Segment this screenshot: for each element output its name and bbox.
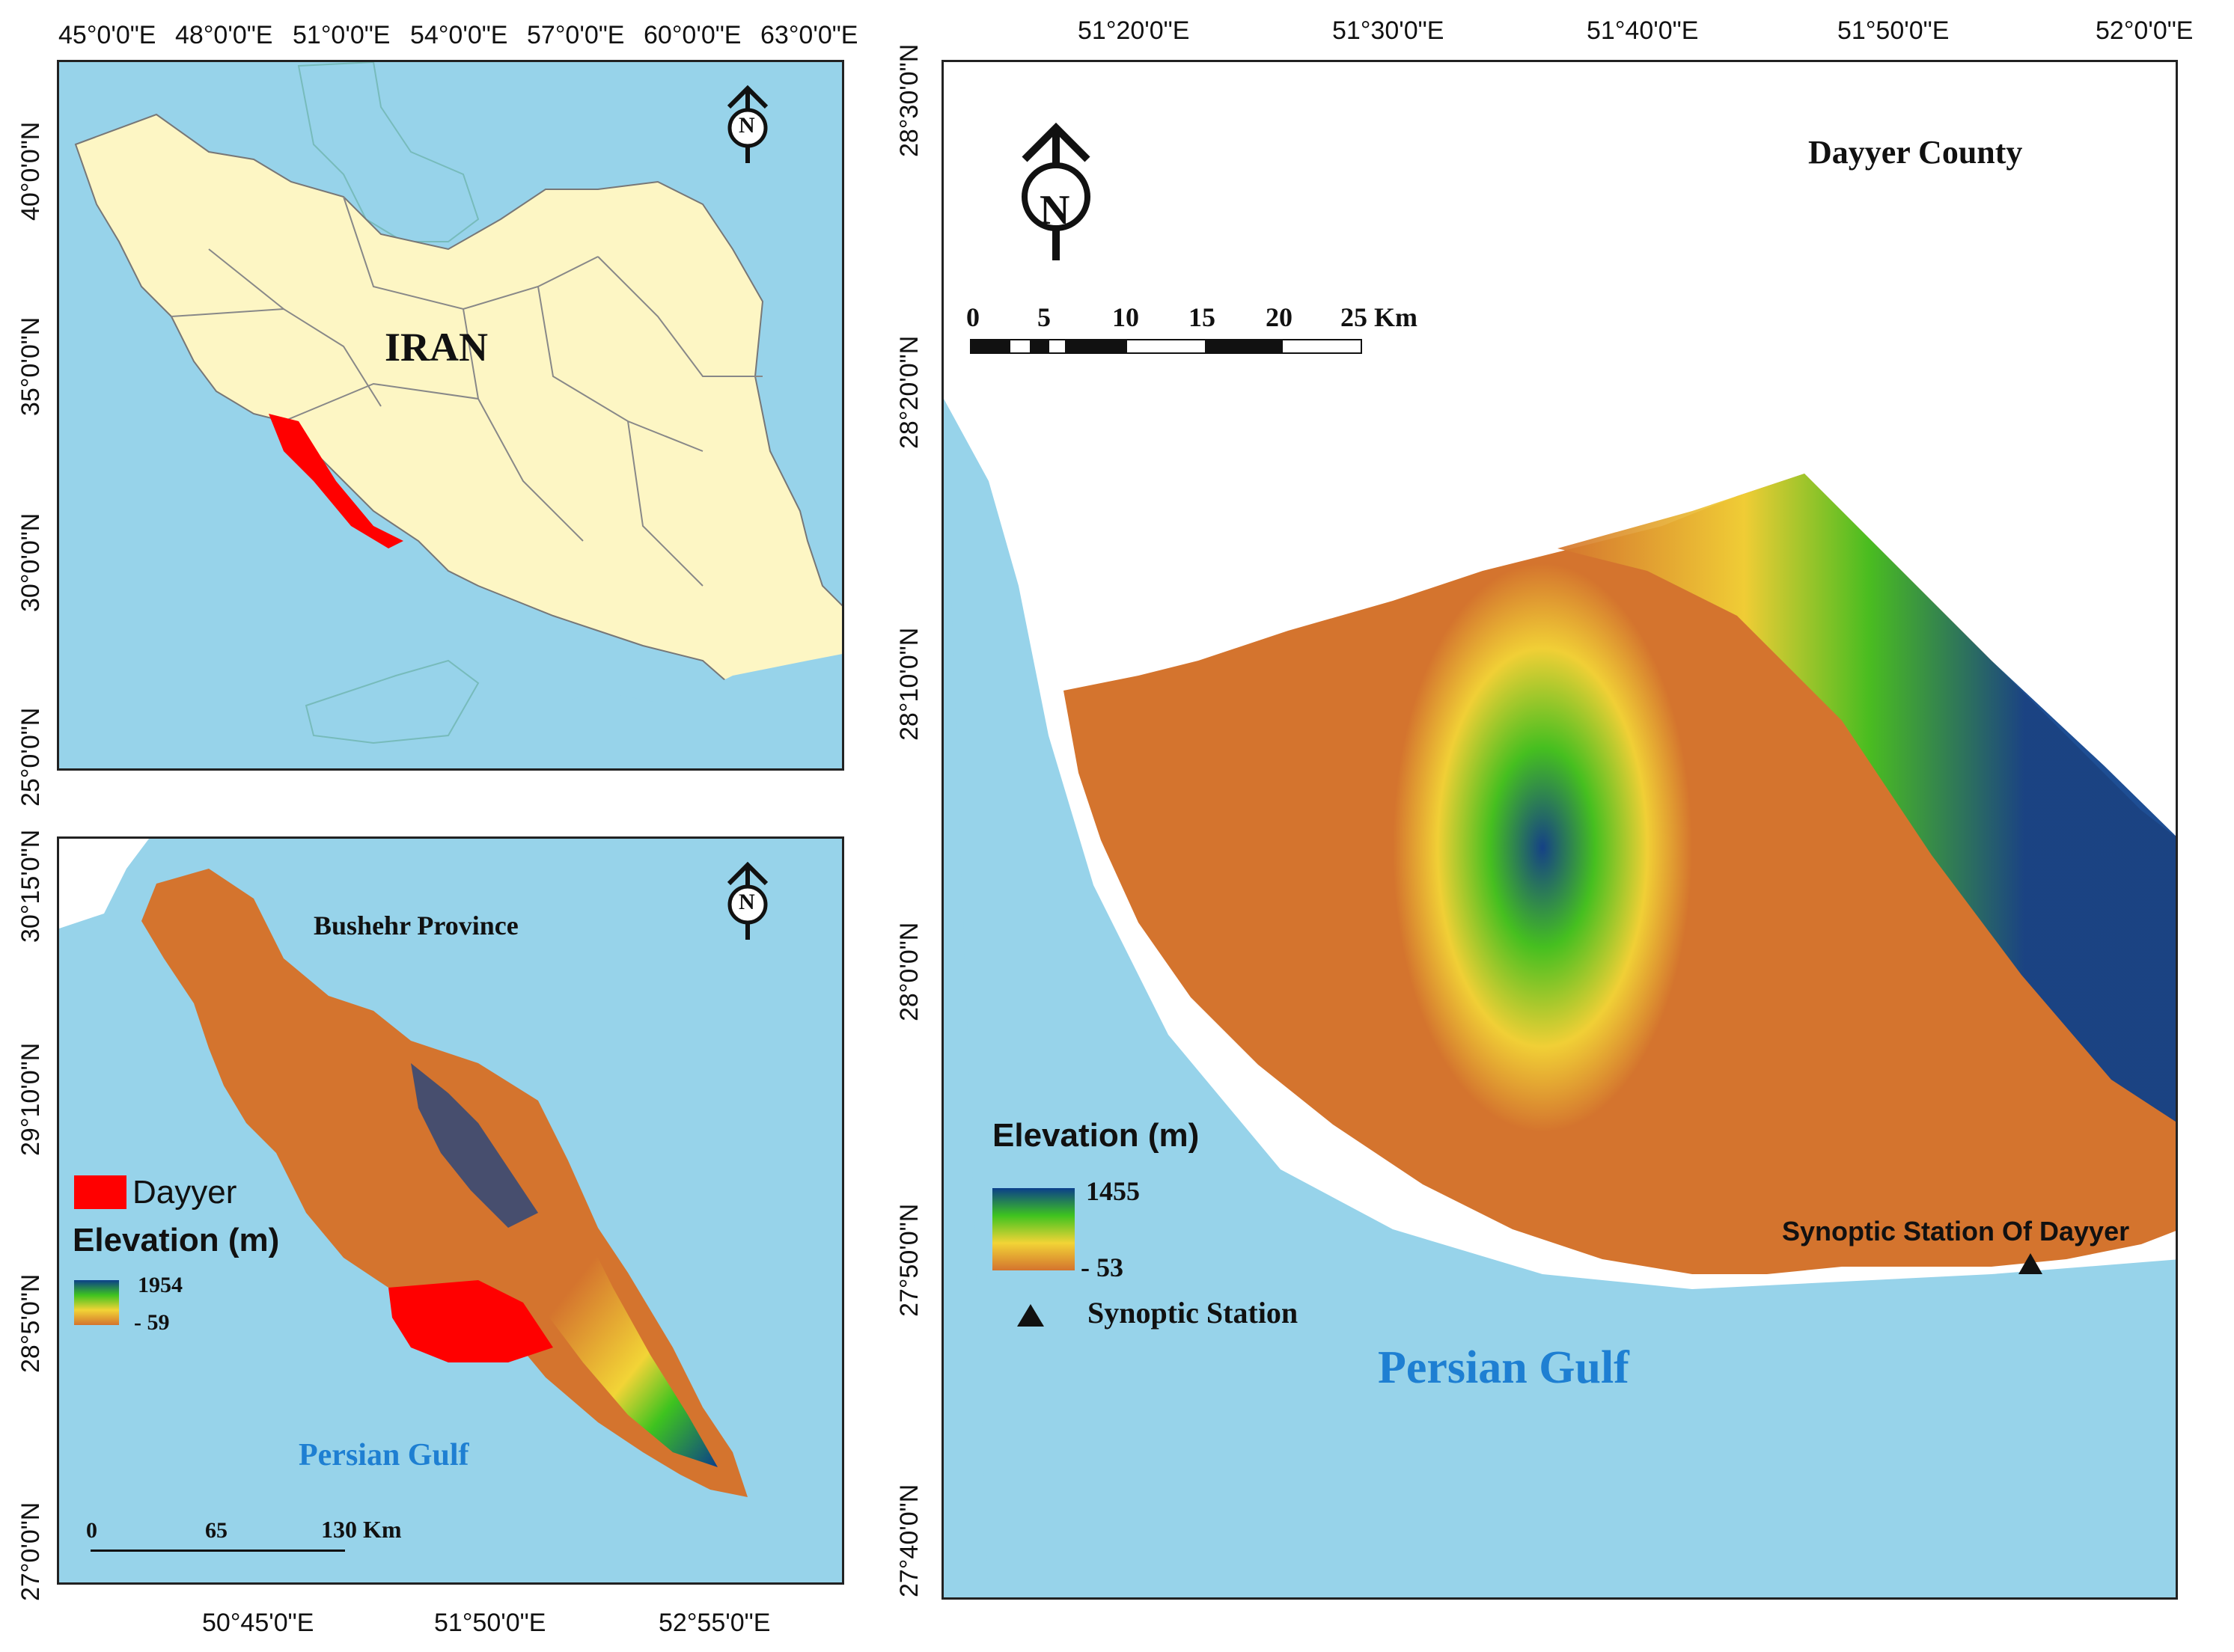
county-title: Dayyer County [1808,134,2023,171]
lat-tick: 27°0'0"N [16,1502,45,1601]
iran-map-frame: IRAN N [57,60,844,771]
scale-bar [970,339,1362,354]
lat-tick: 28°30'0"N [895,43,924,157]
elev-min: - 53 [1081,1252,1123,1282]
lat-tick: 27°40'0"N [895,1484,924,1597]
north-letter: N [739,113,755,138]
north-arrow-icon [1022,122,1090,260]
north-letter: N [739,890,755,914]
dayyer-highlight [388,1280,553,1362]
lon-tick: 51°40'0"E [1587,16,1699,45]
elev-ramp [992,1188,1075,1270]
legend-dayyer: Dayyer [132,1174,237,1211]
lat-tick: 30°0'0"N [16,513,45,612]
scale-label: 20 [1266,302,1293,332]
north-arrow-icon [727,861,769,940]
lon-tick: 52°55'0"E [659,1609,771,1637]
scale-label: 25 Km [1340,302,1417,332]
iran-title: IRAN [385,325,489,370]
lat-tick: 27°50'0"N [895,1203,924,1317]
lat-tick: 30°15'0"N [16,829,45,943]
scale-label: 130 Km [321,1516,402,1543]
lon-tick: 45°0'0"E [58,21,156,49]
persian-gulf-sea [944,399,2176,1597]
legend-elev-title: Elevation (m) [992,1117,1200,1154]
elev-ramp [74,1280,119,1325]
scale-bar [91,1549,345,1552]
scale-label: 0 [86,1518,97,1543]
lat-tick: 25°0'0"N [16,707,45,807]
station-name: Synoptic Station Of Dayyer [1782,1216,2130,1246]
legend-elev-title: Elevation (m) [73,1222,280,1258]
lon-tick: 51°20'0"E [1078,16,1190,45]
bushehr-map-frame: Bushehr Province Persian Gulf N Dayyer E… [57,836,844,1585]
dayyer-map-frame: Dayyer County N 0 5 10 15 20 25 Km Eleva… [941,60,2178,1600]
lon-tick: 54°0'0"E [410,21,508,49]
elev-min: - 59 [134,1310,170,1335]
bushehr-highlight [269,414,403,548]
lon-tick: 52°0'0"E [2096,16,2194,45]
elev-max: 1455 [1086,1176,1140,1206]
legend-station: Synoptic Station [1087,1296,1298,1330]
lon-tick: 50°45'0"E [202,1609,314,1637]
lon-tick: 51°50'0"E [434,1609,546,1637]
lon-tick: 51°50'0"E [1837,16,1950,45]
lat-tick: 28°0'0"N [895,922,924,1021]
elev-max: 1954 [138,1273,183,1297]
lat-tick: 35°0'0"N [16,316,45,416]
lon-tick: 51°0'0"E [293,21,391,49]
lat-tick: 40°0'0"N [16,121,45,221]
gulf-label: Persian Gulf [1378,1342,1629,1393]
scale-label: 10 [1112,302,1139,332]
lat-tick: 28°20'0"N [895,335,924,449]
lon-tick: 63°0'0"E [760,21,858,49]
dayyer-swatch [74,1175,126,1209]
lat-tick: 28°10'0"N [895,627,924,741]
triangle-station-icon [1017,1304,1044,1327]
scale-label: 15 [1188,302,1215,332]
triangle-station-icon [2018,1253,2042,1274]
scale-label: 65 [205,1518,228,1543]
lon-tick: 57°0'0"E [527,21,625,49]
scale-label: 0 [966,302,980,332]
lon-tick: 51°30'0"E [1332,16,1444,45]
lat-tick: 28°5'0"N [16,1273,45,1373]
gulf-label: Persian Gulf [299,1438,469,1472]
lat-tick: 29°10'0"N [16,1042,45,1156]
province-label: Bushehr Province [314,911,519,940]
north-arrow-icon [727,85,769,163]
lon-tick: 60°0'0"E [644,21,742,49]
lon-tick: 48°0'0"E [175,21,273,49]
north-letter: N [1040,187,1070,233]
scale-label: 5 [1037,302,1051,332]
